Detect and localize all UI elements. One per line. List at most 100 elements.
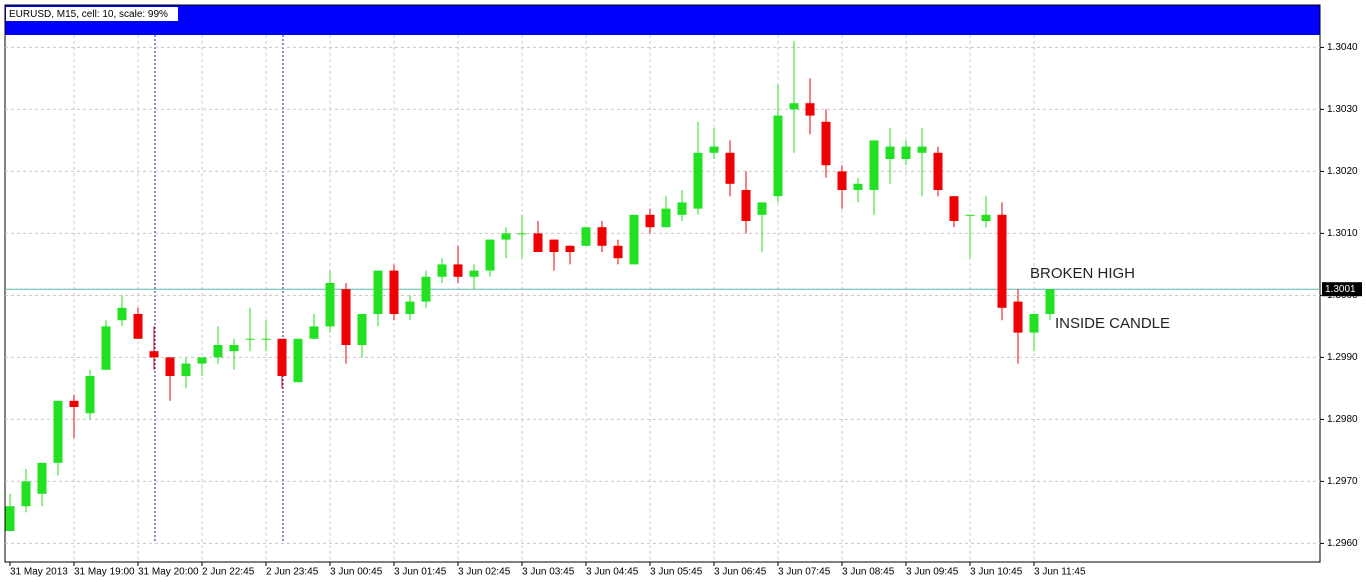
candle-body <box>693 152 703 209</box>
candle-body <box>181 363 191 376</box>
candle-body <box>261 338 271 340</box>
x-tick-label: 31 May 20:00 <box>138 567 199 578</box>
candle-body <box>725 152 735 184</box>
candle-body <box>325 283 335 327</box>
candle-body <box>837 171 847 190</box>
annotation: INSIDE CANDLE <box>1055 315 1170 332</box>
title-box <box>6 7 178 21</box>
candle-body <box>757 202 767 215</box>
x-tick-label: 3 Jun 09:45 <box>906 567 959 578</box>
candle-body <box>869 140 879 190</box>
candle-body <box>917 146 927 153</box>
candle-body <box>149 351 159 358</box>
annotation: BROKEN HIGH <box>1030 265 1135 282</box>
candle-body <box>677 202 687 215</box>
candle-body <box>245 338 255 340</box>
current-price-label: 1.3001 <box>1325 284 1356 295</box>
candle-body <box>501 233 511 240</box>
candle-body <box>885 146 895 159</box>
plot-frame <box>4 4 1321 563</box>
candle-body <box>1045 289 1055 314</box>
candle-body <box>997 214 1007 308</box>
candle-body <box>981 214 991 221</box>
candle-body <box>357 314 367 345</box>
candle-body <box>805 103 815 116</box>
x-tick-label: 3 Jun 00:45 <box>330 567 383 578</box>
x-tick-label: 3 Jun 08:45 <box>842 567 895 578</box>
candle-body <box>789 103 799 110</box>
x-tick-label: 3 Jun 05:45 <box>650 567 703 578</box>
candle-body <box>613 245 623 259</box>
x-tick-label: 3 Jun 07:45 <box>778 567 831 578</box>
candle-body <box>485 239 495 271</box>
candle-body <box>709 146 719 153</box>
candle-body <box>741 190 751 221</box>
x-tick-label: 3 Jun 01:45 <box>394 567 447 578</box>
candle-body <box>597 227 607 246</box>
y-tick-label: 1.3040 <box>1327 42 1358 53</box>
candle-body <box>437 264 447 277</box>
x-tick-label: 2 Jun 22:45 <box>202 567 255 578</box>
x-tick-label: 31 May 19:00 <box>74 567 135 578</box>
y-tick-label: 1.3010 <box>1327 228 1358 239</box>
y-tick-label: 1.2960 <box>1327 538 1358 549</box>
current-price-box <box>1322 282 1362 297</box>
chart-title: EURUSD, M15, cell: 10, scale: 99% <box>9 9 168 20</box>
candle-body <box>549 239 559 252</box>
candle-body <box>821 121 831 166</box>
y-tick-label: 1.3030 <box>1327 104 1358 115</box>
y-tick-label: 1.3020 <box>1327 166 1358 177</box>
x-tick-label: 3 Jun 10:45 <box>970 567 1023 578</box>
candle-body <box>645 214 655 228</box>
candle-body <box>5 506 15 531</box>
candle-body <box>629 214 639 265</box>
candle-body <box>341 289 351 345</box>
candle-body <box>533 233 543 252</box>
x-tick-label: 3 Jun 04:45 <box>586 567 639 578</box>
candle-body <box>661 208 671 228</box>
candle-body <box>773 115 783 197</box>
y-tick-label: 1.2990 <box>1327 352 1358 363</box>
x-tick-label: 3 Jun 06:45 <box>714 567 767 578</box>
candle-body <box>197 357 207 364</box>
candle-body <box>69 400 79 407</box>
candle-body <box>213 345 223 358</box>
candle-body <box>117 307 127 321</box>
x-tick-label: 3 Jun 02:45 <box>458 567 511 578</box>
candle-body <box>21 481 31 507</box>
candle-body <box>85 376 95 414</box>
candle-body <box>165 357 175 376</box>
candle-body <box>101 326 111 370</box>
x-tick-label: 2 Jun 23:45 <box>266 567 319 578</box>
candle-body <box>1013 301 1023 333</box>
candle-body <box>229 345 239 352</box>
candle-body <box>37 462 47 494</box>
candle-body <box>453 264 463 277</box>
x-tick-label: 31 May 2013 <box>10 567 68 578</box>
candle-body <box>949 196 959 221</box>
x-tick-label: 3 Jun 11:45 <box>1034 567 1086 578</box>
candle-body <box>133 314 143 339</box>
x-tick-label: 3 Jun 03:45 <box>522 567 575 578</box>
candle-body <box>309 326 319 339</box>
candle-body <box>389 270 399 314</box>
candle-body <box>469 270 479 277</box>
candle-body <box>901 146 911 159</box>
candle-body <box>1029 314 1039 333</box>
candle-body <box>517 233 527 235</box>
y-tick-label: 1.2980 <box>1327 414 1358 425</box>
candle-body <box>373 270 383 314</box>
candle-body <box>933 152 943 190</box>
y-tick-label: 1.2970 <box>1327 476 1358 487</box>
candle-body <box>965 214 975 216</box>
candle-body <box>421 276 431 302</box>
candle-body <box>853 183 863 190</box>
candle-body <box>293 338 303 383</box>
candle-body <box>53 400 63 463</box>
candle-body <box>565 245 575 252</box>
candle-body <box>581 227 591 246</box>
candle-body <box>277 338 287 376</box>
title-bar <box>5 5 1320 35</box>
candle-body <box>405 301 415 314</box>
